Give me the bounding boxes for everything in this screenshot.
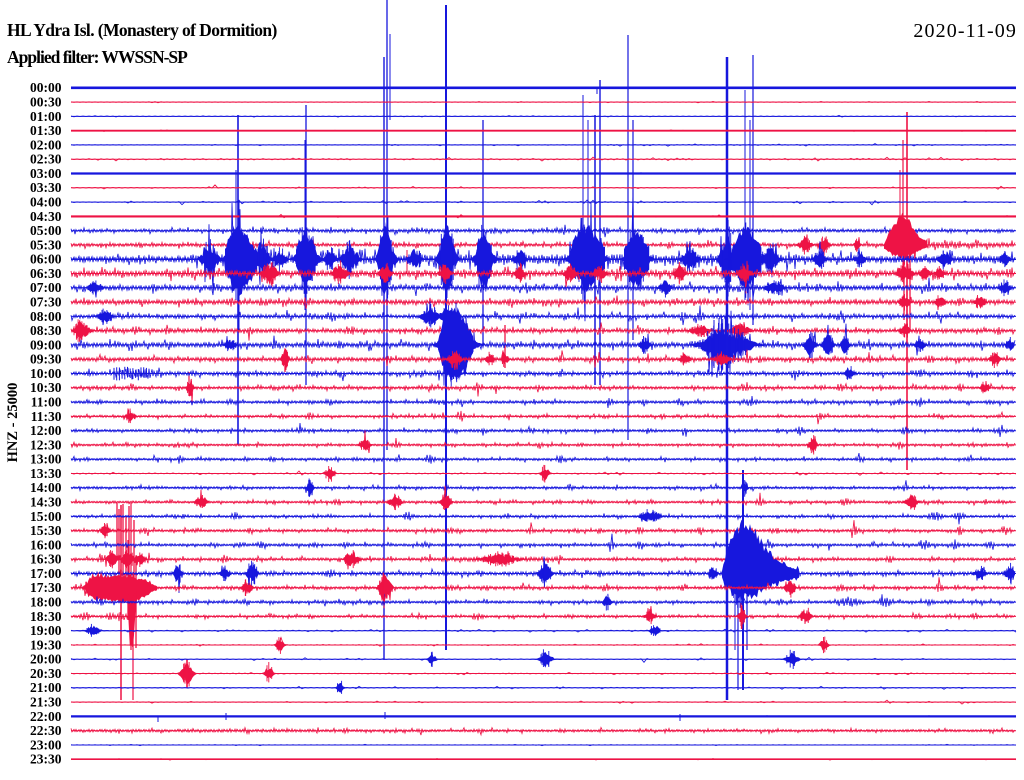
svg-text:14:00: 14:00 — [30, 480, 62, 495]
svg-text:10:00: 10:00 — [30, 366, 62, 381]
svg-text:02:00: 02:00 — [30, 137, 62, 152]
svg-text:12:30: 12:30 — [30, 437, 62, 452]
svg-text:22:30: 22:30 — [30, 723, 62, 738]
svg-text:20:30: 20:30 — [30, 666, 62, 681]
svg-text:03:30: 03:30 — [30, 180, 62, 195]
svg-text:13:30: 13:30 — [30, 466, 62, 481]
svg-text:02:30: 02:30 — [30, 152, 62, 167]
svg-text:18:30: 18:30 — [30, 609, 62, 624]
svg-text:09:00: 09:00 — [30, 337, 62, 352]
svg-text:08:00: 08:00 — [30, 309, 62, 324]
svg-text:12:00: 12:00 — [30, 423, 62, 438]
svg-text:01:00: 01:00 — [30, 109, 62, 124]
svg-text:07:30: 07:30 — [30, 295, 62, 310]
svg-text:04:00: 04:00 — [30, 195, 62, 210]
svg-text:05:00: 05:00 — [30, 223, 62, 238]
svg-text:11:00: 11:00 — [31, 395, 62, 410]
svg-text:13:00: 13:00 — [30, 452, 62, 467]
svg-text:19:00: 19:00 — [30, 623, 62, 638]
svg-text:04:30: 04:30 — [30, 209, 62, 224]
svg-text:22:00: 22:00 — [30, 709, 62, 724]
svg-text:15:00: 15:00 — [30, 509, 62, 524]
svg-text:01:30: 01:30 — [30, 123, 62, 138]
svg-text:HL Ydra Isl. (Monastery of Dor: HL Ydra Isl. (Monastery of Dormition) — [7, 20, 278, 40]
svg-text:21:30: 21:30 — [30, 695, 62, 710]
svg-text:Applied filter: WWSSN-SP: Applied filter: WWSSN-SP — [7, 47, 188, 67]
svg-text:07:00: 07:00 — [30, 280, 62, 295]
svg-text:18:00: 18:00 — [30, 595, 62, 610]
svg-text:00:00: 00:00 — [30, 80, 62, 95]
svg-text:21:00: 21:00 — [30, 680, 62, 695]
svg-text:05:30: 05:30 — [30, 237, 62, 252]
svg-text:14:30: 14:30 — [30, 495, 62, 510]
svg-text:20:00: 20:00 — [30, 652, 62, 667]
svg-text:17:00: 17:00 — [30, 566, 62, 581]
svg-text:2020-11-09: 2020-11-09 — [913, 20, 1017, 42]
svg-text:06:30: 06:30 — [30, 266, 62, 281]
svg-text:09:30: 09:30 — [30, 352, 62, 367]
svg-text:23:00: 23:00 — [30, 737, 62, 752]
svg-text:19:30: 19:30 — [30, 637, 62, 652]
svg-text:15:30: 15:30 — [30, 523, 62, 538]
svg-text:23:30: 23:30 — [30, 752, 62, 767]
svg-text:06:00: 06:00 — [30, 252, 62, 267]
svg-text:00:30: 00:30 — [30, 95, 62, 110]
svg-text:16:00: 16:00 — [30, 537, 62, 552]
svg-text:11:30: 11:30 — [31, 409, 62, 424]
svg-text:10:30: 10:30 — [30, 380, 62, 395]
svg-text:HNZ - 25000: HNZ - 25000 — [5, 383, 21, 463]
svg-text:03:00: 03:00 — [30, 166, 62, 181]
svg-text:16:30: 16:30 — [30, 552, 62, 567]
svg-text:08:30: 08:30 — [30, 323, 62, 338]
svg-text:17:30: 17:30 — [30, 580, 62, 595]
